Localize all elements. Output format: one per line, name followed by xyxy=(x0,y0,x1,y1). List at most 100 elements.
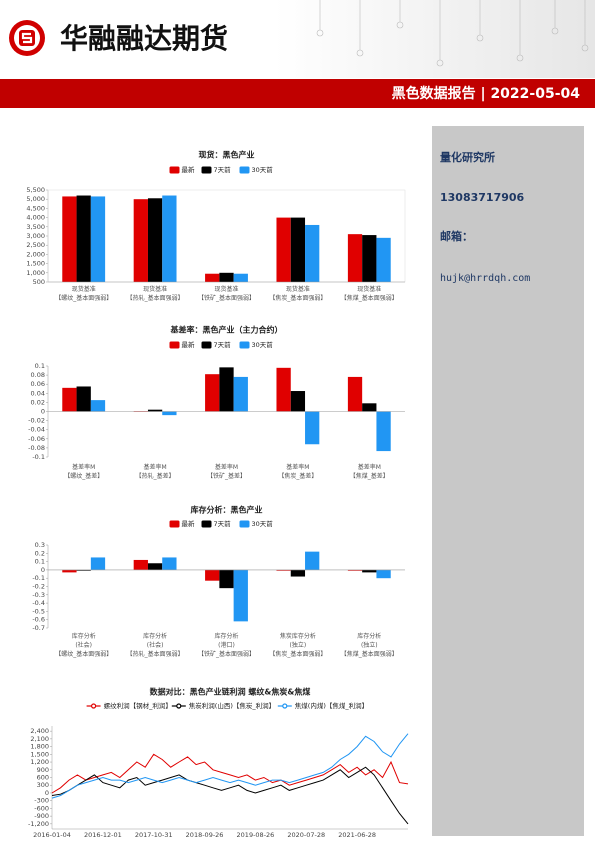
company-name: 华融融达期货 xyxy=(60,22,228,55)
y-tick-label: 0.1 xyxy=(35,362,45,370)
logo xyxy=(9,20,45,56)
legend-swatch xyxy=(239,341,250,349)
bar xyxy=(233,569,248,622)
y-tick-label: 2,000 xyxy=(26,250,45,258)
x-tick-label: 2016-01-04 xyxy=(33,831,71,839)
y-tick-label: -0.04 xyxy=(28,426,45,434)
sidebar xyxy=(432,126,584,836)
legend-swatch xyxy=(239,166,250,174)
bar xyxy=(376,411,391,452)
y-tick-label: 2,400 xyxy=(30,727,49,735)
x-tick-label: 基差率M 【焦炭_基差】 xyxy=(278,463,317,480)
bar xyxy=(147,563,163,570)
legend-label: 7天前 xyxy=(214,519,232,528)
legend-marker xyxy=(90,703,97,709)
legend-label: 最新 xyxy=(182,340,196,349)
title-bar xyxy=(0,79,595,108)
bar xyxy=(233,273,248,282)
bar xyxy=(290,569,306,577)
y-tick-label: -900 xyxy=(34,812,49,820)
x-tick-label: 基差率M 【铁矿_基差】 xyxy=(207,463,246,480)
legend-label: 7天前 xyxy=(214,340,232,349)
bar xyxy=(233,376,248,412)
y-tick-label: 1,000 xyxy=(26,269,45,277)
legend-label: 最新 xyxy=(182,519,196,528)
y-tick-label: 4,000 xyxy=(26,214,45,222)
bar xyxy=(205,569,220,581)
y-tick-label: 300 xyxy=(37,781,49,789)
bar xyxy=(362,569,377,573)
x-tick-label: 2017-10-31 xyxy=(135,831,173,839)
bar xyxy=(76,386,91,412)
report-title: 黑色数据报告 | 2022-05-04 xyxy=(392,85,581,102)
bar xyxy=(90,557,106,570)
bar xyxy=(147,409,163,412)
y-tick-label: 1,200 xyxy=(30,758,49,766)
y-tick-label: -300 xyxy=(34,797,49,805)
bar xyxy=(90,196,106,282)
legend-swatch xyxy=(169,520,180,528)
bar xyxy=(133,559,148,570)
y-tick-label: 0 xyxy=(45,789,49,797)
y-tick-label: -0.1 xyxy=(32,574,45,582)
x-tick-label: 库存分析(独立)【焦煤_基本面强弱】 xyxy=(341,632,398,658)
x-tick-label: 库存分析(港口)【铁矿_基本面强弱】 xyxy=(198,632,255,658)
legend-label: 螺纹利润【钢材_利润】 xyxy=(104,701,172,710)
legend-marker xyxy=(282,703,288,709)
bar xyxy=(219,569,234,589)
x-tick-label: 现货基准【焦炭_基本面强弱】 xyxy=(269,285,326,302)
y-tick-label: 0 xyxy=(41,408,45,416)
bar xyxy=(62,569,77,573)
x-tick-label: 2018-09-26 xyxy=(186,831,224,839)
department: 量化研究所 xyxy=(440,150,495,164)
y-tick-label: 0.08 xyxy=(31,371,45,379)
bar xyxy=(290,391,306,412)
bar xyxy=(276,217,291,282)
bar xyxy=(276,569,291,571)
bar xyxy=(62,196,77,282)
bar xyxy=(76,195,91,282)
y-tick-label: -0.4 xyxy=(32,599,45,607)
line xyxy=(51,733,409,799)
y-tick-label: 5,000 xyxy=(26,195,45,203)
bar xyxy=(205,374,220,412)
y-tick-label: 900 xyxy=(37,766,49,774)
chart: 基差率：黑色产业（主力合约）最新 7天前 30天前-0.1-0.08-0.06-0.… xyxy=(28,325,405,480)
x-tick-label: 基差率M 【螺纹_基差】 xyxy=(64,463,103,480)
y-tick-label: 0.1 xyxy=(35,558,45,566)
bar xyxy=(376,569,391,579)
bar xyxy=(276,367,291,412)
y-tick-label: 3,500 xyxy=(26,223,45,231)
bar xyxy=(162,195,177,282)
y-tick-label: 4,500 xyxy=(26,204,45,212)
legend-swatch xyxy=(201,341,212,349)
x-tick-label: 基差率M 【焦煤_基差】 xyxy=(350,463,389,480)
y-tick-label: 2,500 xyxy=(26,241,45,249)
legend-label: 最新 xyxy=(182,165,196,174)
y-tick-label: 0.3 xyxy=(35,541,45,549)
decoration-lines xyxy=(316,0,589,67)
bar xyxy=(76,569,91,571)
legend-swatch xyxy=(169,166,180,174)
y-tick-label: -0.06 xyxy=(28,435,45,443)
y-tick-label: 0.02 xyxy=(31,398,45,406)
y-tick-label: 0.04 xyxy=(31,389,45,397)
bar xyxy=(162,557,177,570)
legend-label: 7天前 xyxy=(214,165,232,174)
y-tick-label: -0.1 xyxy=(32,453,45,461)
bar xyxy=(133,199,148,282)
y-tick-label: 1,500 xyxy=(26,260,45,268)
y-tick-label: -0.3 xyxy=(32,591,45,599)
y-tick-label: -1,200 xyxy=(28,820,49,828)
y-tick-label: 0.06 xyxy=(31,380,45,388)
legend-swatch xyxy=(239,520,250,528)
x-tick-label: 2016-12-01 xyxy=(84,831,122,839)
legend-swatch xyxy=(201,520,212,528)
chart-title: 基差率：黑色产业（主力合约） xyxy=(170,325,283,335)
email: hujk@hrrdqh.com xyxy=(440,273,530,284)
bar xyxy=(147,198,163,282)
chart-title: 现货：黑色产业 xyxy=(199,150,255,160)
